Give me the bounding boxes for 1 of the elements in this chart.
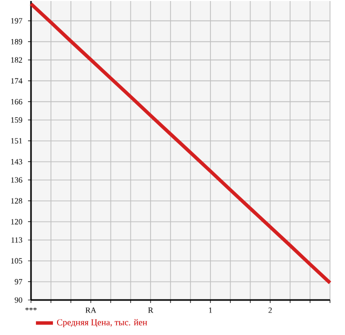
legend-label: Средняя Цена, тыс. йен (57, 319, 148, 328)
